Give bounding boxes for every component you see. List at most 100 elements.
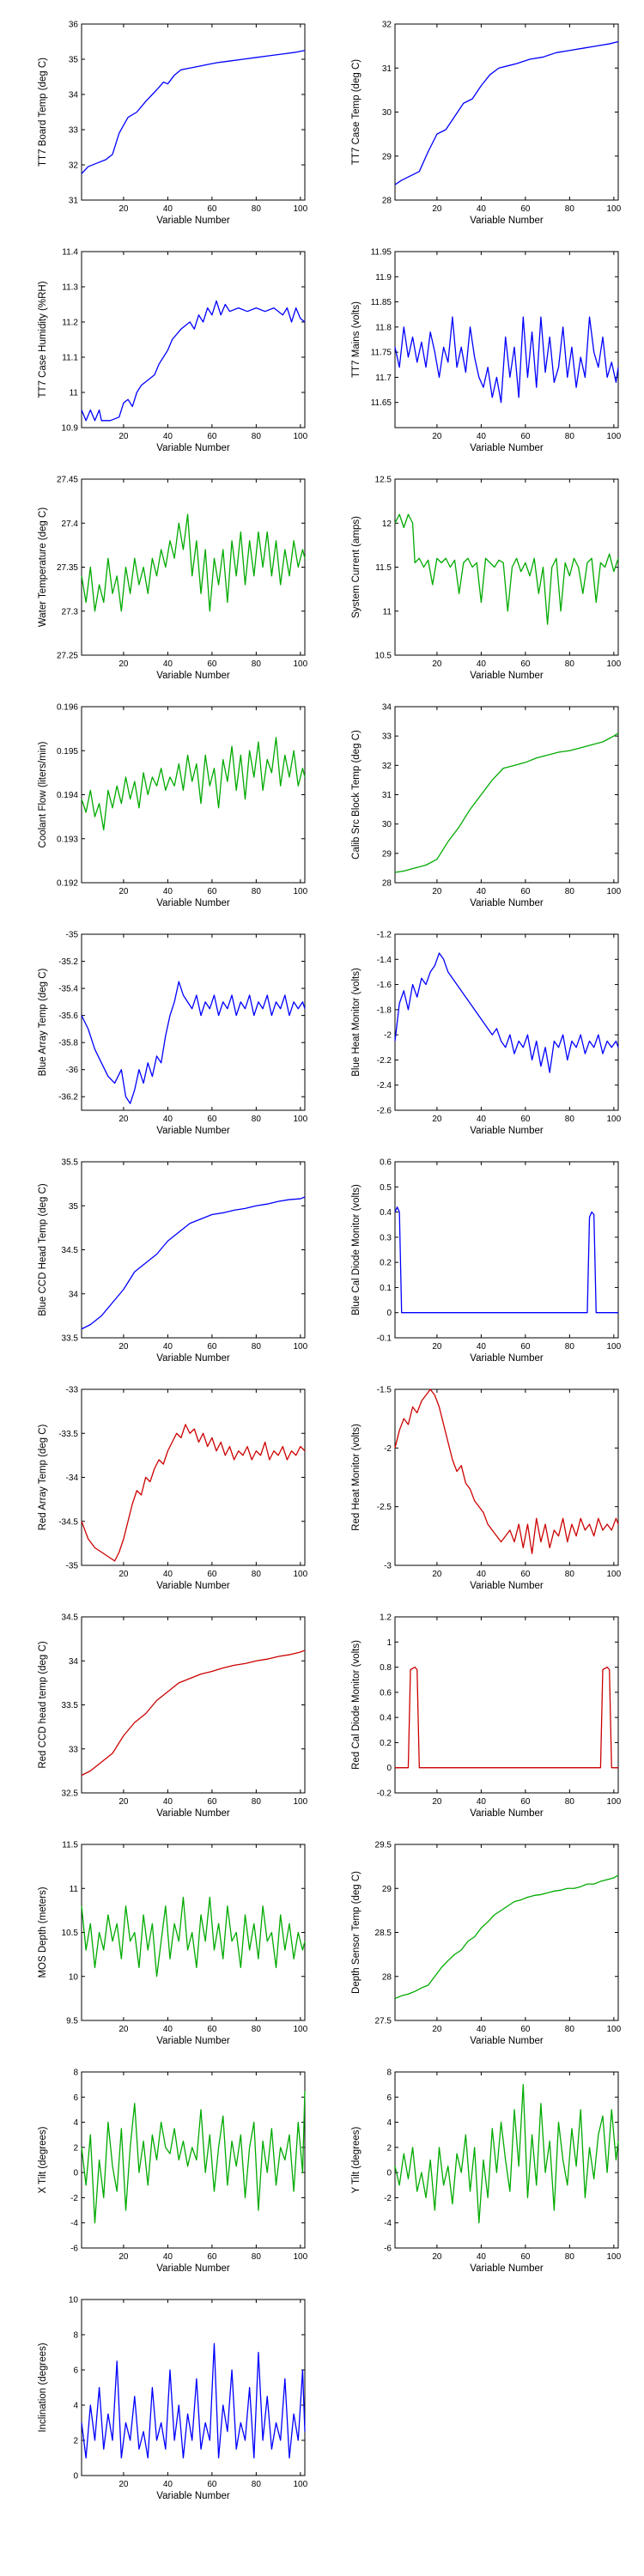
y-tick-label: 4 (73, 2118, 78, 2128)
x-tick-label: 40 (477, 1797, 487, 1807)
x-tick-label: 20 (118, 2252, 129, 2262)
x-tick-label: 20 (118, 2480, 129, 2489)
series-line (395, 1666, 618, 1769)
x-axis-title: Variable Number (470, 671, 544, 681)
chart-svg: 20 40 60 80 100 0 2 4 6 8 10 Variable Number Inclina… (38, 2296, 308, 2502)
y-tick-label: 10 (69, 1972, 79, 1982)
y-tick-label: -33 (66, 1386, 79, 1395)
x-axis-title: Variable Number (470, 443, 544, 453)
chart-panel: 20 40 60 80 100 -2.6 -2.4 -2.2 -2 -1.8 -1.6 -1.4 -1.… (331, 919, 623, 1146)
x-axis-title: Variable Number (156, 443, 230, 453)
y-tick-label: 1 (386, 1638, 392, 1648)
y-tick-label: 36 (69, 21, 79, 30)
y-tick-label: -35.4 (58, 985, 78, 994)
x-tick-label: 60 (207, 2252, 217, 2262)
x-tick-label: 60 (207, 2480, 217, 2489)
chart-panel: 20 40 60 80 100 9.5 10 10.5 11 11.5 Variable Numbe… (17, 1829, 309, 2057)
y-tick-label: 12.5 (375, 476, 392, 485)
chart-svg: 20 40 60 80 100 -6 -4 -2 0 2 4 6 8 Variable Number X T… (38, 2069, 308, 2275)
y-tick-label: 35 (69, 56, 79, 65)
x-tick-label: 100 (294, 2252, 308, 2262)
x-tick-label: 100 (294, 432, 308, 441)
y-tick-label: 11.8 (375, 323, 392, 332)
plot-frame (394, 1161, 619, 1339)
x-tick-label: 60 (520, 1115, 531, 1124)
y-tick-label: 0 (386, 1764, 392, 1773)
y-tick-label: 1.2 (380, 1613, 392, 1623)
plot-frame (81, 1161, 306, 1339)
y-axis-title: Coolant Flow (liters/min) (38, 741, 48, 848)
y-tick-label: 11.65 (371, 398, 392, 408)
x-tick-label: 40 (477, 2252, 487, 2262)
series-line (81, 1196, 306, 1330)
chart-panel: 20 40 60 80 100 -3 -2.5 -2 -1.5 Variable Number Re… (331, 1374, 623, 1601)
series-line (81, 2342, 306, 2459)
x-tick-label: 60 (520, 887, 531, 896)
x-tick-label: 20 (432, 1797, 442, 1807)
y-axis-title: Depth Sensor Temp (deg C) (351, 1871, 361, 1994)
x-tick-label: 80 (252, 2480, 262, 2489)
chart-svg: 20 40 60 80 100 -2.6 -2.4 -2.2 -2 -1.8 -1.6 -1.4 -1.… (351, 931, 622, 1137)
series-line (394, 40, 619, 185)
x-tick-label: 80 (252, 1342, 262, 1352)
y-tick-label: -2 (384, 1031, 392, 1041)
x-tick-label: 40 (477, 1342, 487, 1352)
x-tick-label: 100 (294, 204, 308, 214)
y-axis-title: TT7 Case Humidity (%RH) (38, 281, 48, 398)
chart-panel: 20 40 60 80 100 0 2 4 6 8 10 Variable Number Inclina… (17, 2284, 309, 2512)
x-axis-title: Variable Number (156, 671, 230, 681)
x-tick-label: 60 (207, 204, 217, 214)
y-tick-label: 32 (382, 21, 392, 30)
x-tick-label: 80 (252, 432, 262, 441)
chart-panel: 20 40 60 80 100 -6 -4 -2 0 2 4 6 8 Variable Number Y T… (331, 2057, 623, 2284)
y-tick-label: 11.95 (371, 248, 392, 258)
y-tick-label: 35 (69, 1202, 79, 1212)
y-tick-label: 28 (382, 197, 392, 206)
x-tick-label: 80 (565, 1342, 575, 1352)
y-tick-label: 34.5 (62, 1613, 79, 1623)
x-tick-label: 100 (294, 1115, 308, 1124)
y-tick-label: -35 (66, 1562, 79, 1571)
x-axis-title: Variable Number (470, 1808, 544, 1819)
x-axis-title: Variable Number (156, 2036, 230, 2046)
y-tick-label: -6 (384, 2245, 392, 2254)
x-tick-label: 80 (252, 1570, 262, 1579)
x-axis-title: Variable Number (156, 1808, 230, 1819)
x-tick-label: 60 (207, 432, 217, 441)
x-tick-label: 60 (207, 659, 217, 669)
y-tick-label: 27.3 (62, 607, 79, 617)
x-tick-label: 60 (520, 2025, 531, 2034)
y-tick-label: 33 (69, 1745, 79, 1754)
plot-frame (81, 2071, 306, 2249)
y-tick-label: 27.25 (57, 652, 78, 661)
x-tick-label: 80 (565, 659, 575, 669)
x-tick-label: 20 (432, 204, 442, 214)
series-line (394, 1874, 619, 1999)
y-axis-title: Blue Array Temp (deg C) (38, 968, 48, 1076)
y-tick-label: 0.2 (380, 1259, 392, 1268)
y-tick-label: 11.75 (371, 349, 392, 358)
series-line (394, 732, 619, 873)
chart-svg: 20 40 60 80 100 27.5 28 28.5 29 29.5 Variable Numb… (351, 1841, 622, 2047)
y-axis-title: Inclination (degrees) (38, 2342, 48, 2432)
y-tick-label: 6 (73, 2366, 78, 2376)
chart-panel: 20 40 60 80 100 33.5 34 34.5 35 35.5 Variable Numb… (17, 1146, 309, 1374)
y-tick-label: -1.4 (377, 956, 392, 965)
y-tick-label: 33 (382, 732, 392, 742)
x-tick-label: 20 (118, 2025, 129, 2034)
plot-frame (81, 933, 306, 1111)
x-axis-title: Variable Number (156, 898, 230, 908)
x-tick-label: 80 (252, 659, 262, 669)
x-tick-label: 60 (207, 1115, 217, 1124)
y-tick-label: 11 (383, 607, 392, 617)
x-tick-label: 80 (565, 432, 575, 441)
chart-panel: 20 40 60 80 100 -6 -4 -2 0 2 4 6 8 Variable Number X T… (17, 2057, 309, 2284)
x-tick-label: 80 (252, 1797, 262, 1807)
chart-panel: 20 40 60 80 100 -36.2 -36 -35.8 -35.6 -35.4 -35.2 -… (17, 919, 309, 1146)
y-tick-label: 27.45 (57, 476, 78, 485)
y-axis-title: X Tilt (degrees) (38, 2126, 48, 2193)
chart-svg: 20 40 60 80 100 11.65 11.7 11.75 11.8 11.85 11.9 11… (351, 248, 622, 454)
x-tick-label: 100 (607, 204, 622, 214)
y-tick-label: 11.9 (375, 273, 392, 283)
